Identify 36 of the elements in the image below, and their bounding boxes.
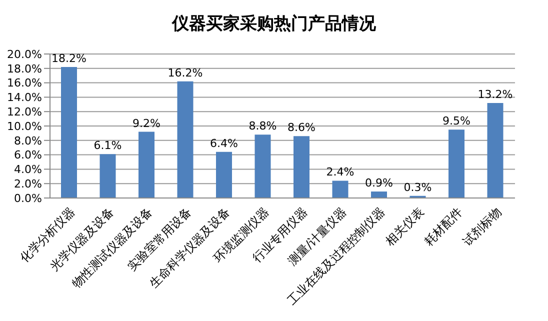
y-tick-label: 6.0% (14, 148, 42, 162)
bar (487, 102, 504, 198)
data-label: 8.6% (288, 121, 316, 134)
y-tick-label: 8.0% (14, 134, 42, 148)
data-label: 0.3% (404, 180, 432, 194)
y-tick-label: 20.0% (7, 48, 42, 61)
y-tick-label: 18.0% (7, 62, 42, 76)
bar (216, 152, 232, 198)
bar (332, 180, 348, 198)
y-tick-label: 12.0% (7, 106, 42, 119)
bar (100, 154, 116, 198)
y-tick-label: 2.0% (14, 178, 42, 191)
data-label: 16.2% (168, 66, 203, 80)
bar (138, 132, 154, 198)
y-tick-label: 14.0% (7, 91, 42, 104)
y-tick-label: 4.0% (14, 163, 42, 176)
bar (371, 192, 387, 198)
y-tick-label: 0.0% (14, 192, 42, 205)
data-label: 6.1% (94, 139, 122, 152)
bar (448, 130, 464, 198)
data-label: 9.2% (132, 116, 160, 130)
y-tick-label: 10.0% (7, 120, 42, 133)
bar (61, 66, 77, 198)
data-label: 0.9% (365, 176, 393, 190)
chart-title: 仪器买家采购热门产品情况 (170, 13, 377, 36)
data-label: 9.5% (442, 114, 470, 128)
x-tick-label: 试剂标物 (460, 204, 504, 248)
data-label: 6.4% (210, 136, 238, 150)
data-label: 13.2% (478, 88, 513, 101)
bar (177, 81, 194, 198)
bar (254, 134, 271, 198)
data-label: 2.4% (326, 166, 354, 179)
bar (294, 136, 310, 198)
y-tick-label: 16.0% (7, 76, 42, 90)
data-label: 18.2% (52, 52, 86, 65)
data-label: 8.8% (248, 120, 277, 133)
